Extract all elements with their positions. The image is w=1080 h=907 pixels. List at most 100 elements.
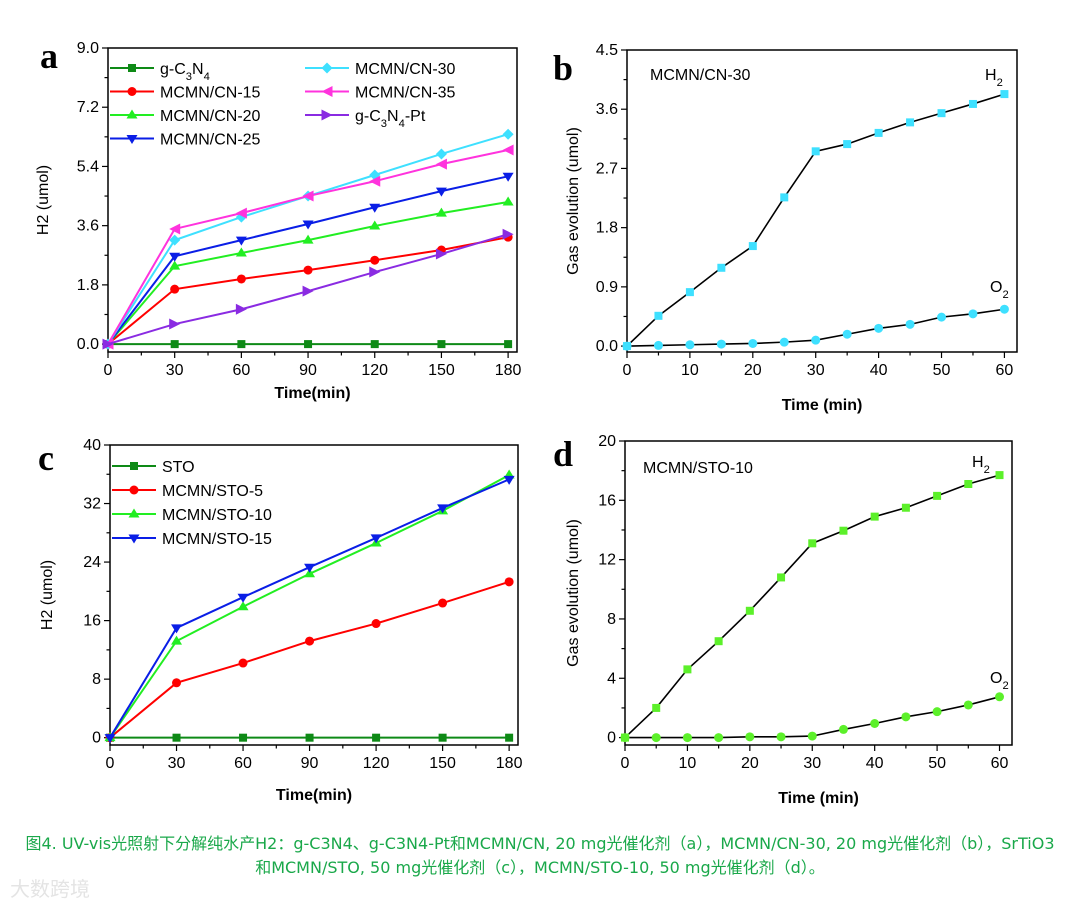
y-tick-label: 32 — [83, 496, 101, 513]
data-point — [237, 340, 246, 349]
x-tick-label: 30 — [168, 755, 186, 772]
data-point — [235, 247, 247, 257]
data-point — [302, 190, 314, 202]
series-STO — [106, 733, 514, 742]
data-point — [685, 288, 694, 297]
series-g-C3N4-Pt — [102, 228, 514, 350]
data-point — [169, 234, 181, 246]
legend-label: g-C3N4 — [160, 61, 210, 83]
y-tick-label: 40 — [83, 437, 101, 454]
data-point — [622, 341, 632, 351]
data-point — [999, 304, 1009, 314]
figure-caption: 图4. UV-vis光照射下分解纯水产H2：g-C3N4、g-C3N4-Pt和M… — [25, 834, 1055, 877]
data-point — [714, 637, 723, 646]
data-point — [811, 335, 821, 345]
data-point — [371, 619, 381, 629]
series-line — [109, 580, 510, 739]
data-point — [620, 733, 630, 743]
series-label: O2 — [990, 279, 1009, 301]
panel-d: 0 10 20 30 40 50 60 0 4 8 12 16 20 Time (min) Gas evol… — [553, 433, 1013, 807]
legend-marker — [130, 462, 138, 470]
y-tick-label: 12 — [598, 552, 616, 569]
legend-item: MCMN/CN-35 — [305, 85, 456, 102]
legend-marker — [128, 64, 136, 72]
data-point — [438, 598, 448, 608]
data-point — [748, 242, 757, 251]
x-tick-label: 30 — [803, 755, 821, 772]
legend-item: MCMN/CN-15 — [110, 85, 261, 102]
data-point — [435, 148, 447, 160]
data-point — [654, 311, 663, 320]
legend-item: g-C3N4 — [110, 61, 210, 83]
y-tick-label: 5.4 — [77, 158, 99, 175]
x-tick-label: 30 — [166, 362, 184, 379]
legend-item: STO — [112, 459, 195, 476]
legend-marker — [126, 135, 138, 144]
plot-frame — [109, 444, 519, 746]
data-point — [505, 733, 514, 742]
series-O2 — [620, 692, 1005, 743]
y-tick-label: 16 — [598, 492, 616, 509]
y-tick-label: 4.5 — [596, 42, 618, 59]
data-point — [304, 568, 316, 578]
watermark: 大数跨境 — [10, 877, 90, 901]
y-tick-label: 9.0 — [77, 40, 99, 57]
series-O2 — [622, 304, 1009, 351]
data-point — [169, 252, 181, 262]
data-point — [502, 144, 514, 156]
data-point — [305, 733, 314, 742]
y-tick-label: 4 — [607, 670, 616, 687]
data-point — [372, 733, 381, 742]
data-point — [170, 284, 180, 294]
series-label: O2 — [990, 670, 1009, 692]
series-label: H2 — [972, 454, 990, 476]
series-line — [625, 696, 1000, 739]
data-point — [305, 636, 315, 646]
legend-item: MCMN/CN-25 — [110, 132, 261, 149]
x-tick-label: 40 — [870, 362, 888, 379]
legend-item: MCMN/STO-15 — [112, 531, 272, 548]
legend-item: MCMN/CN-20 — [110, 108, 261, 125]
data-point — [504, 577, 514, 587]
data-point — [811, 147, 820, 156]
y-tick-label: 0.9 — [596, 279, 618, 296]
data-point — [502, 172, 514, 182]
data-point — [435, 248, 447, 260]
data-point — [685, 340, 695, 350]
x-tick-label: 120 — [361, 362, 388, 379]
data-point — [170, 340, 179, 349]
panel-letter: a — [40, 36, 58, 76]
data-point — [304, 563, 316, 573]
series-MCMN-STO-15 — [104, 475, 515, 744]
data-point — [1000, 90, 1009, 99]
x-tick-label: 30 — [807, 362, 825, 379]
data-point — [995, 471, 1004, 480]
data-point — [842, 329, 852, 339]
x-tick-label: 120 — [363, 755, 390, 772]
data-point — [369, 266, 381, 278]
data-point — [653, 340, 663, 350]
data-point — [874, 128, 883, 137]
x-tick-label: 20 — [744, 362, 762, 379]
data-point — [963, 700, 973, 710]
x-axis-title: Time (min) — [778, 790, 859, 807]
data-point — [370, 340, 379, 349]
data-point — [104, 734, 116, 744]
legend-marker — [126, 109, 138, 119]
data-point — [237, 593, 249, 603]
plot-frame — [107, 47, 518, 353]
legend-item: MCMN/CN-30 — [305, 61, 456, 78]
panel-a: 0 30 60 90 120 150 180 0.0 1.8 3.6 5.4 7.2 9.0 Time(m… — [35, 36, 522, 402]
data-point — [437, 340, 446, 349]
series-MCMN-STO-5 — [105, 577, 514, 743]
data-point — [932, 707, 942, 717]
x-axis-title: Time(min) — [276, 787, 352, 804]
series-line — [624, 474, 1000, 739]
data-point — [504, 340, 513, 349]
data-point — [745, 606, 754, 615]
series-MCMN-CN-35 — [102, 144, 514, 350]
x-tick-label: 20 — [741, 755, 759, 772]
x-tick-label: 50 — [933, 362, 951, 379]
legend-label: MCMN/CN-35 — [355, 85, 456, 102]
